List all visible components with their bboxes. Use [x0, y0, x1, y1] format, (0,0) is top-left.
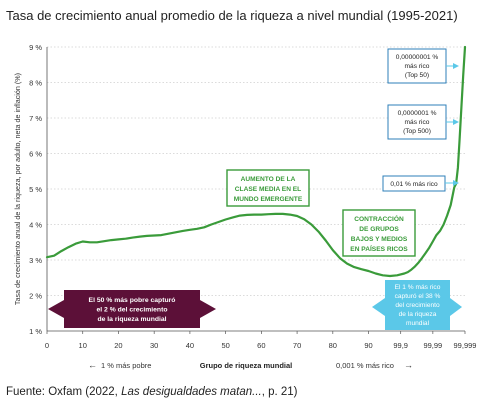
top1-box — [385, 280, 450, 330]
x-note-left: 1 % más pobre — [101, 361, 151, 370]
top500-callout-text: 0,0000001 % — [398, 110, 437, 117]
y-tick-label: 8 % — [29, 79, 42, 88]
bottom50-text: el 2 % del crecimiento — [96, 307, 167, 314]
source-suffix: , p. 21) — [261, 386, 298, 398]
top50-callout-text: (Top 50) — [405, 72, 429, 79]
middle-class-text: MUNDO EMERGENTE — [234, 196, 303, 203]
middle-class-text: AUMENTO DE LA — [241, 176, 296, 183]
y-tick-label: 9 % — [29, 43, 42, 52]
y-tick-label: 5 % — [29, 185, 42, 194]
series-line — [45, 45, 467, 278]
y-tick-label: 1 % — [29, 327, 42, 336]
source-note: Fuente: Oxfam (2022, Las desigualdades m… — [6, 386, 298, 398]
x-tick-label: 0 — [45, 341, 49, 350]
bottom50-arrow-left — [48, 300, 64, 318]
top001-callout-text: 0,01 % más rico — [390, 181, 438, 188]
x-tick-label: 20 — [114, 341, 122, 350]
x-note-right: 0,001 % más rico — [336, 361, 394, 370]
x-tick-label: 99,9 — [393, 341, 408, 350]
x-tick-label: 40 — [186, 341, 194, 350]
annotation-layer: El 50 % más pobre capturó el 2 % del crec… — [48, 48, 462, 330]
middle-class-box — [226, 169, 310, 207]
x-tick-label: 99,999 — [454, 341, 477, 350]
top500-callout-text: (Top 500) — [403, 128, 431, 135]
y-tick-label: 2 % — [29, 292, 42, 301]
x-tick-label: 80 — [329, 341, 337, 350]
x-tick-label: 60 — [257, 341, 265, 350]
top50-callout-box — [387, 48, 447, 84]
bottom50-box — [64, 290, 200, 328]
y-axis-title: Tasa de crecimiento anual de la riqueza,… — [13, 73, 22, 305]
bottom50-arrow-right — [200, 300, 216, 318]
contraction-text: EN PAÍSES RICOS — [350, 244, 408, 253]
bottom50-text: de la riqueza mundial — [97, 316, 166, 323]
top1-text: de la riqueza — [399, 311, 437, 318]
top50-callout-text: más rico — [405, 63, 430, 70]
x-tick-label: 90 — [364, 341, 372, 350]
top1-text: El 1 % más rico — [395, 284, 441, 291]
top50-callout-text: 0,00000001 % — [396, 54, 439, 61]
left-arrow-icon: ← — [88, 360, 97, 370]
top1-arrow-left — [372, 298, 385, 316]
contraction-box — [342, 209, 416, 257]
x-tick-label: 10 — [79, 341, 87, 350]
contraction-text: DE GRUPOS — [359, 226, 399, 233]
top1-text: capturó el 38 % — [395, 293, 441, 300]
contraction-text: CONTRACCIÓN — [354, 214, 404, 223]
source-italic: Las desigualdades matan... — [121, 386, 262, 398]
axis-layer: 1 % 2 % 3 % 4 % 5 % 6 % 7 % 8 % 9 % 0 10 20 30 40 50 60… — [13, 43, 476, 370]
chart-title: Tasa de crecimiento anual promedio de la… — [6, 8, 458, 23]
top1-text: mundial — [406, 320, 430, 327]
top500-callout-text: más rico — [405, 119, 430, 126]
y-tick-label: 3 % — [29, 256, 42, 265]
source-prefix: Fuente: Oxfam (2022, — [6, 386, 122, 398]
x-tick-label: 50 — [221, 341, 229, 350]
x-tick-label: 70 — [293, 341, 301, 350]
y-tick-label: 7 % — [29, 114, 42, 123]
right-arrow-icon: → — [404, 360, 413, 370]
y-tick-label: 4 % — [29, 221, 42, 230]
x-axis-title: Grupo de riqueza mundial — [200, 361, 293, 370]
x-tick-label: 30 — [150, 341, 158, 350]
x-tick-label: 99,99 — [423, 341, 442, 350]
y-tick-label: 6 % — [29, 150, 42, 159]
series-layer — [45, 45, 467, 278]
middle-class-text: CLASE MEDIA EN EL — [235, 186, 301, 193]
contraction-text: BAJOS Y MEDIOS — [351, 236, 408, 243]
top1-text: del crecimiento — [395, 302, 440, 309]
top1-arrow-right — [450, 298, 462, 316]
bottom50-text: El 50 % más pobre capturó — [89, 297, 176, 304]
